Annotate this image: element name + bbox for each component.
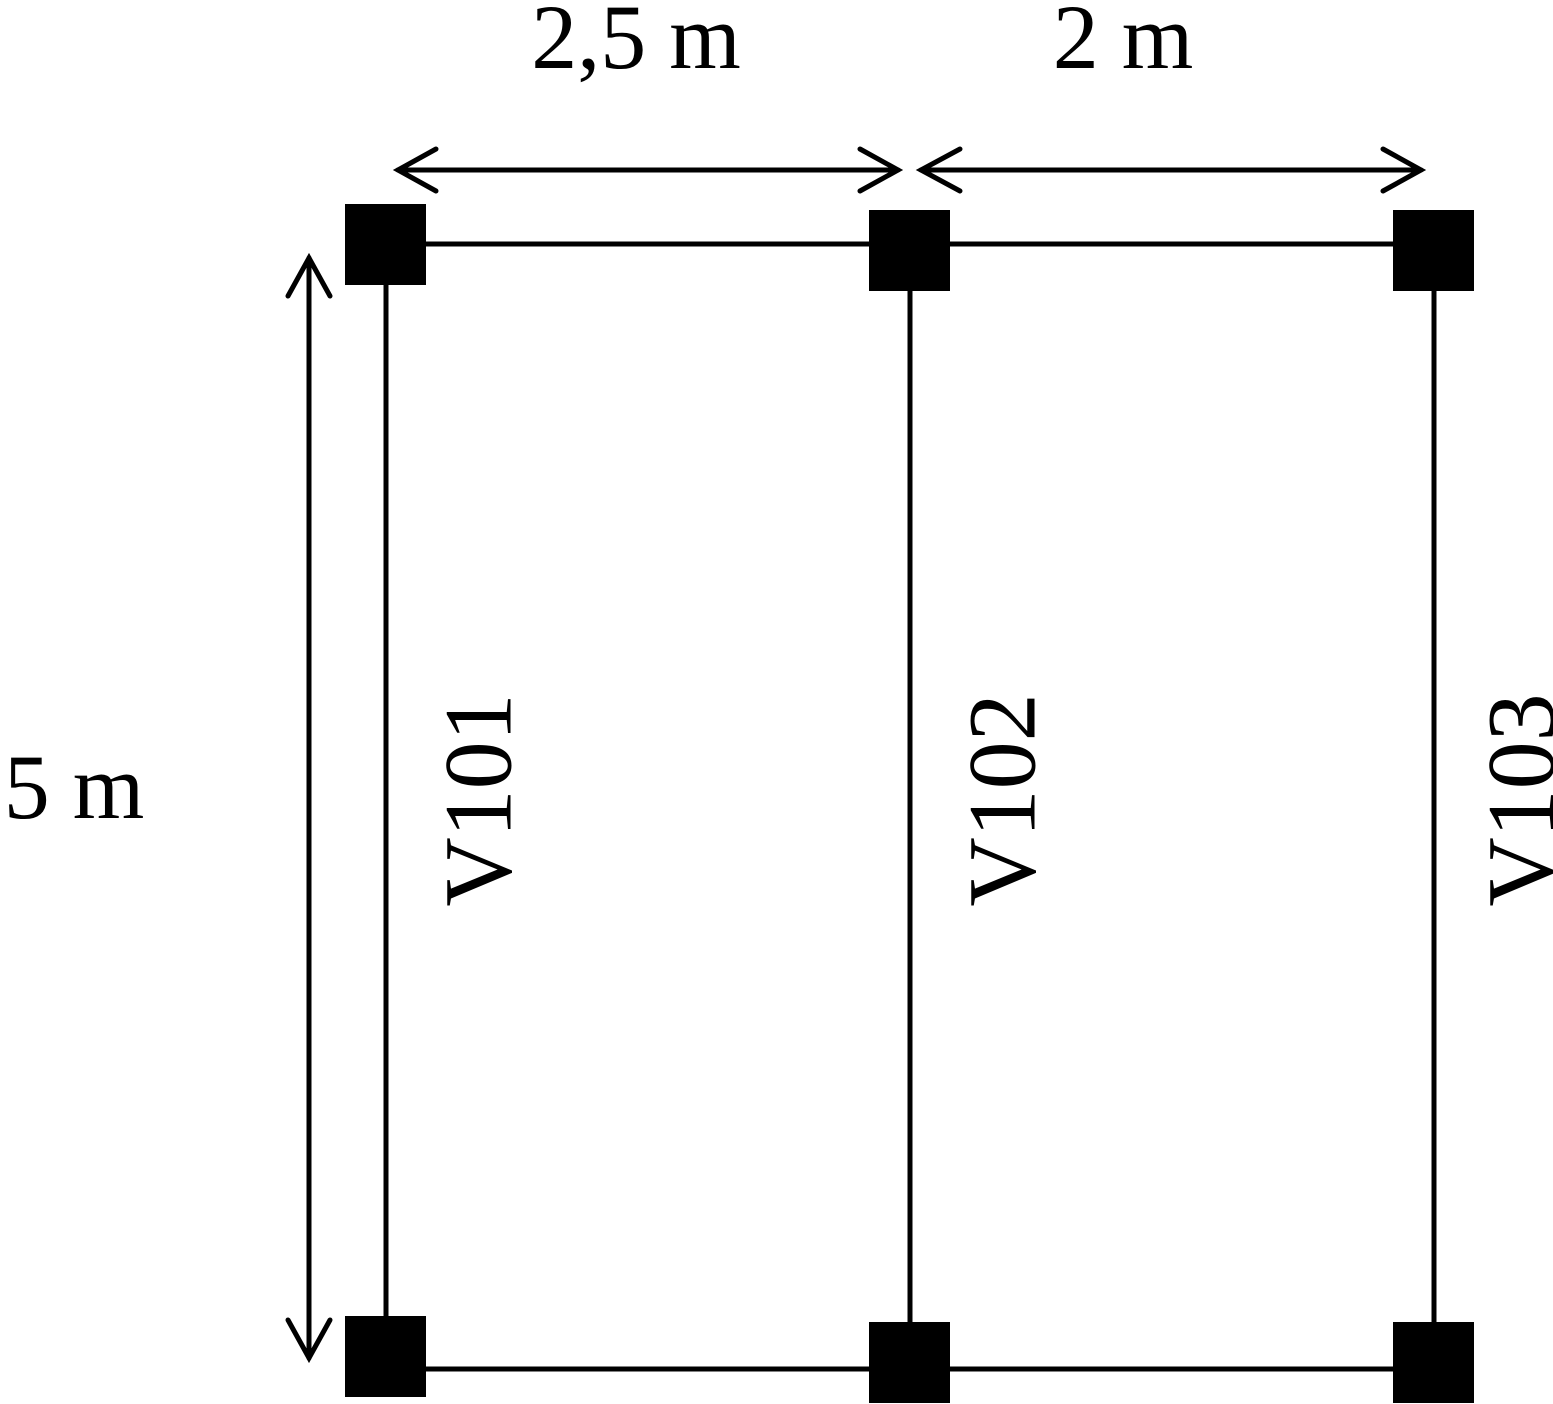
column-top-left <box>345 204 426 285</box>
column-bottom-middle <box>869 1322 950 1403</box>
dimension-arrow-left-span <box>392 146 904 194</box>
dimension-label-height: 5 m <box>4 736 145 838</box>
column-top-middle <box>869 210 950 291</box>
beam-lines <box>383 241 1437 1372</box>
dimension-label-left-span: 2,5 m <box>531 0 741 88</box>
dimension-arrow-right-span <box>915 146 1427 194</box>
dimension-arrow-height <box>285 252 333 1364</box>
beam-label-v103: V103 <box>1468 693 1553 906</box>
dimension-label-right-span: 2 m <box>1053 0 1194 88</box>
beam-label-v101: V101 <box>425 693 532 906</box>
beam-label-v102: V102 <box>949 693 1056 906</box>
column-top-right <box>1393 210 1474 291</box>
column-bottom-left <box>345 1316 426 1397</box>
column-bottom-right <box>1393 1322 1474 1403</box>
columns <box>345 204 1474 1403</box>
